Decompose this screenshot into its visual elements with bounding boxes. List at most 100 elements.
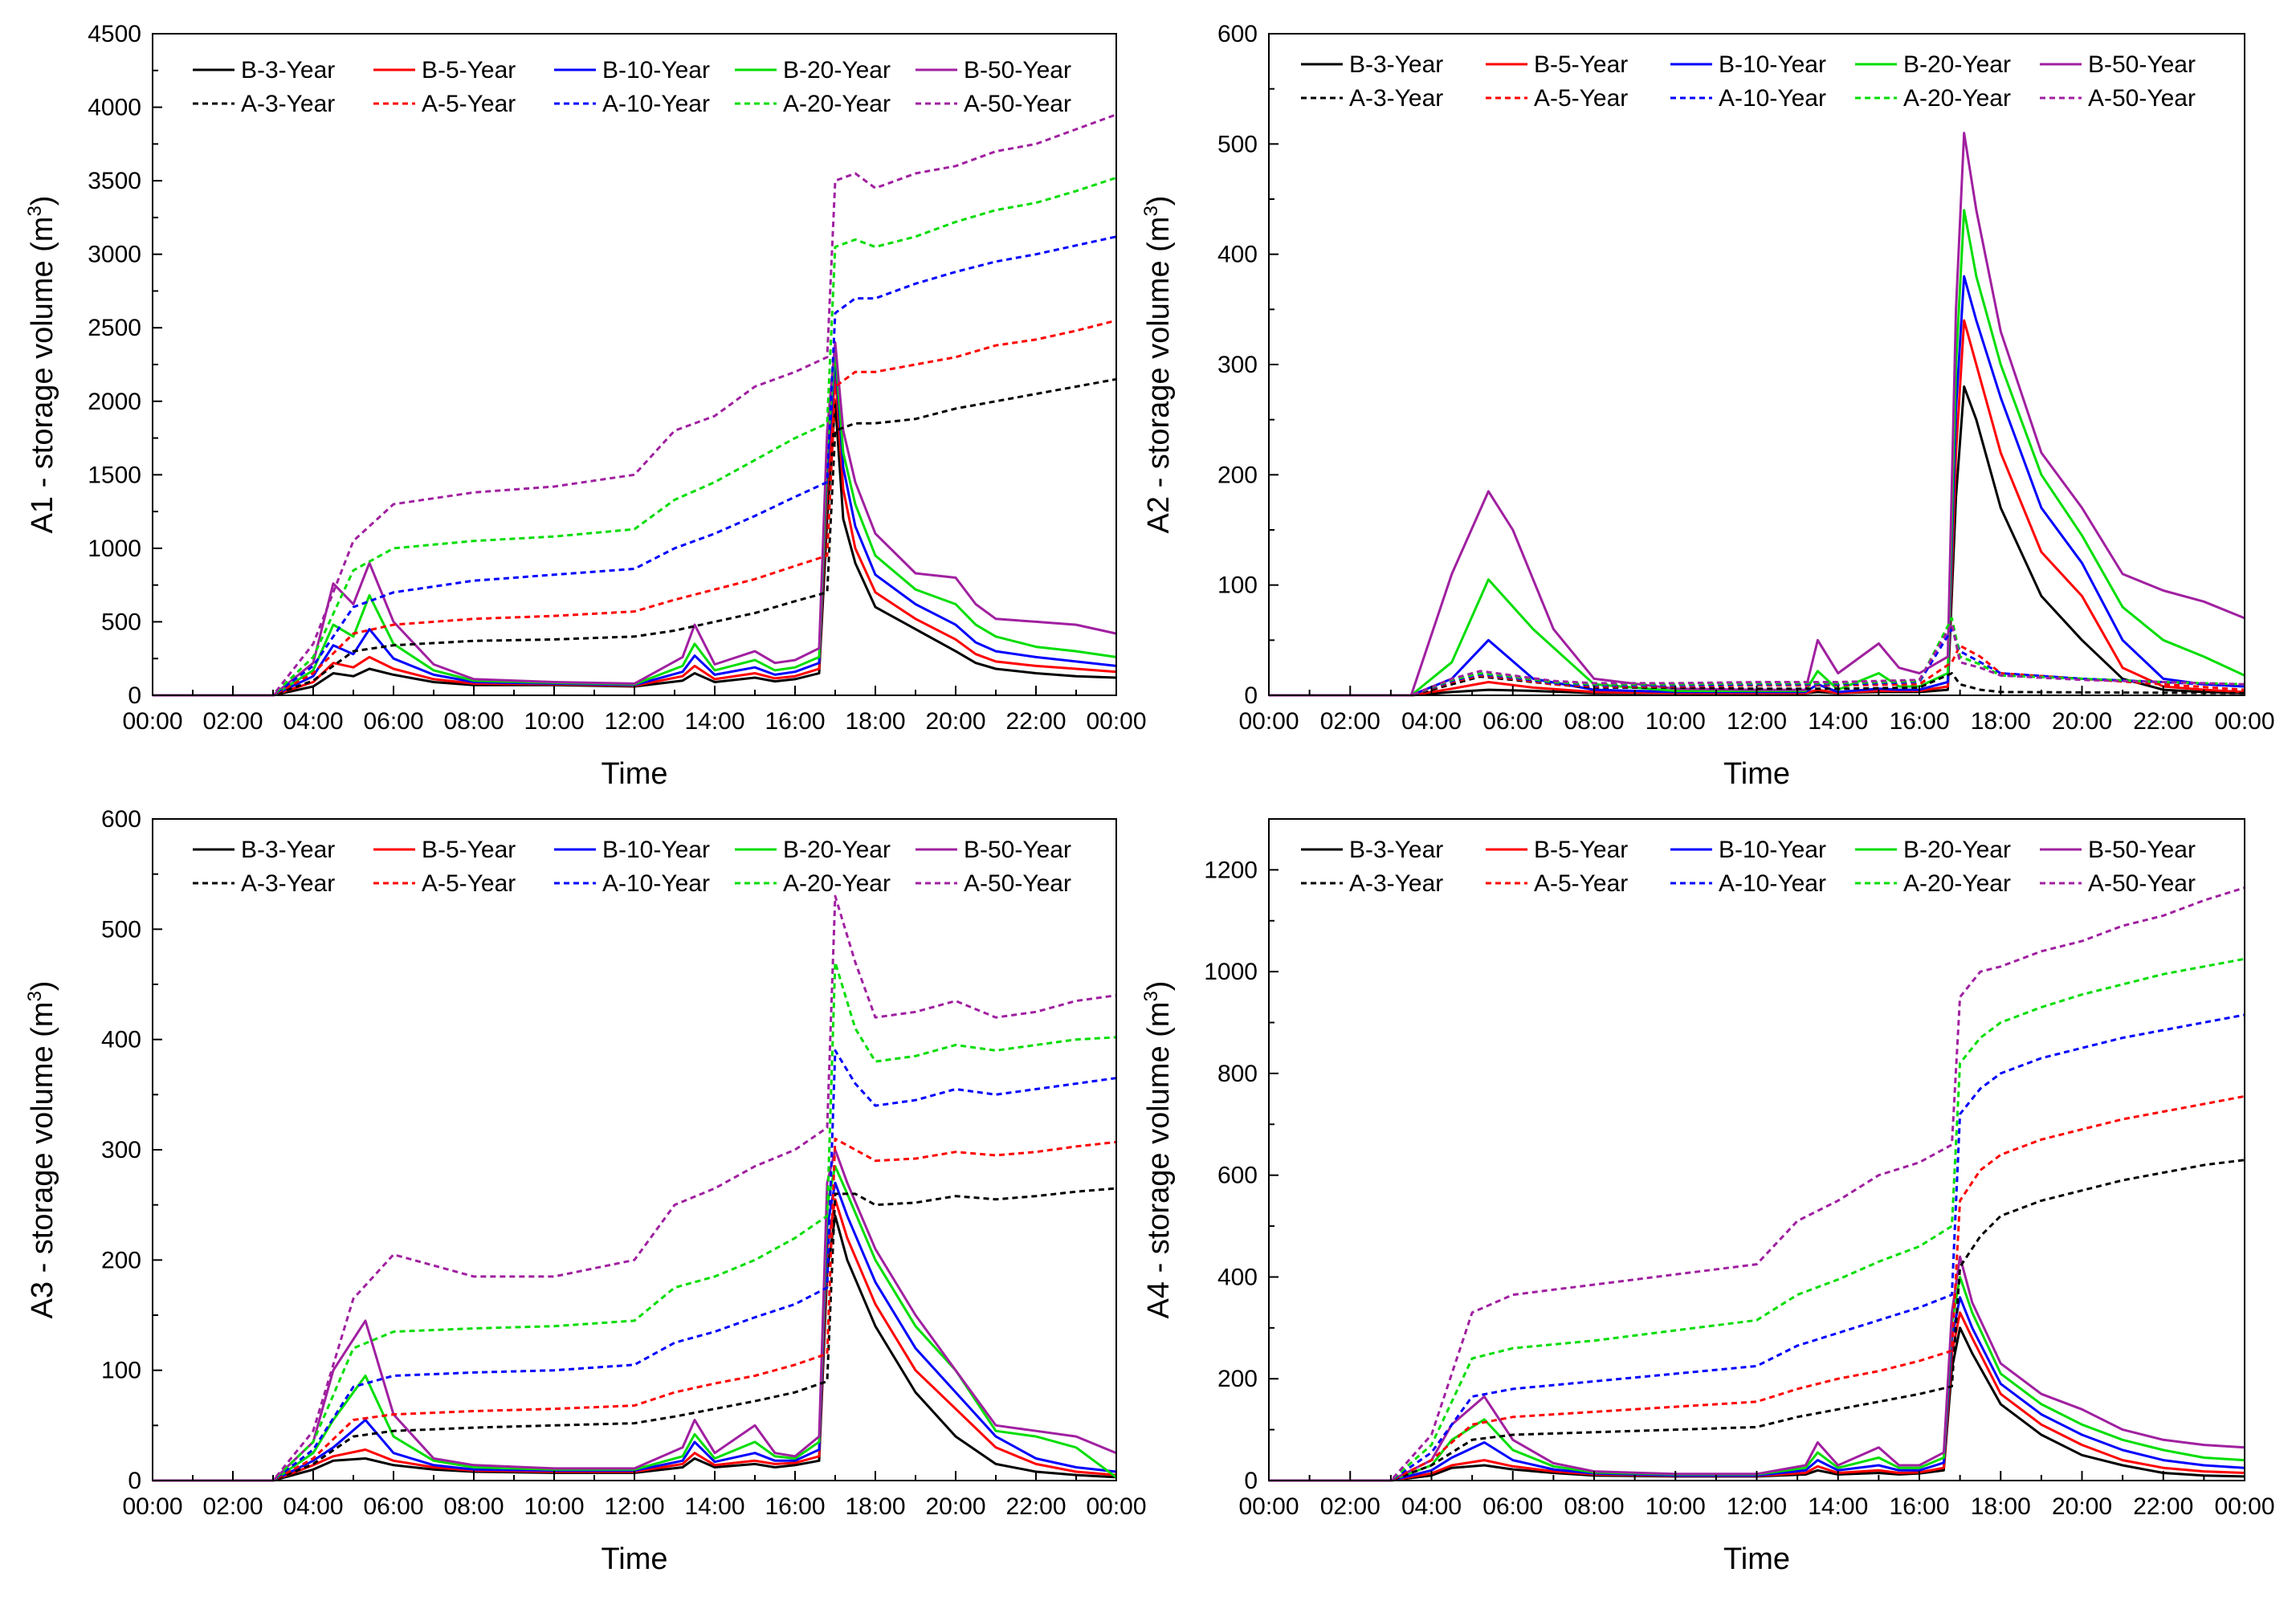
chart-a2-series-b-5-year [1269, 319, 2245, 697]
chart-a1: 0 500 1000 1500 2000 2500 3000 3500 4000 4500 00:0… [24, 21, 1147, 791]
chart-a4-series-a-10-year [1269, 1013, 2245, 1482]
chart-a3-series-b-20-year [153, 1165, 1117, 1482]
chart-a1-xtick-label: 18:00 [845, 708, 905, 735]
chart-a3-legend-label: B-50-Year [964, 837, 1071, 863]
chart-a2-series-b-50-year [1269, 132, 2245, 697]
chart-a2-legend-label: B-20-Year [1903, 51, 2011, 78]
chart-a3-axes-frame [152, 818, 1117, 1481]
chart-a1-ytick-label: 3500 [88, 168, 141, 194]
chart-a4-legend-label: B-3-Year [1349, 837, 1443, 863]
chart-a3-ytick-label: 600 [101, 806, 141, 833]
chart-a1-legend-label: A-5-Year [422, 91, 516, 117]
chart-a4-series-b-20-year [1269, 1276, 2245, 1482]
chart-a1-legend-label: A-3-Year [241, 91, 335, 117]
chart-a1-xtick-label: 00:00 [1086, 708, 1146, 735]
chart-a2-xtick-label: 16:00 [1889, 708, 1949, 735]
chart-a2-ytick-label: 200 [1217, 462, 1258, 488]
chart-a2-legend-label: B-3-Year [1349, 51, 1443, 78]
chart-a1-ytick-label: 2500 [88, 315, 141, 341]
chart-a4-ytick-label: 0 [1244, 1468, 1258, 1494]
chart-a4-ytick-label: 200 [1217, 1366, 1258, 1392]
chart-a3-ylabel: A3 - storage volume (m3) [24, 981, 59, 1319]
chart-a4-xtick-label: 14:00 [1808, 1493, 1868, 1520]
chart-a3-xtick-label: 12:00 [604, 1493, 664, 1520]
chart-a3-xtick-label: 00:00 [122, 1493, 182, 1520]
chart-a1-legend-label: A-10-Year [602, 91, 710, 117]
chart-a1-xtick-label: 06:00 [363, 708, 423, 735]
chart-a4-series-a-3-year [1269, 1159, 2245, 1482]
chart-a3-ytick-label: 0 [128, 1468, 141, 1494]
chart-a1-ytick-label: 1500 [88, 462, 141, 488]
chart-a1-ytick-label: 500 [101, 609, 141, 635]
chart-a4-series-a-20-year [1269, 957, 2245, 1482]
chart-a4-xtick-label: 22:00 [2133, 1493, 2193, 1520]
chart-a2-xtick-label: 02:00 [1320, 708, 1380, 735]
chart-a2-xtick-label: 22:00 [2133, 708, 2193, 735]
chart-a1-series-a-3-year [153, 377, 1117, 697]
chart-a3-legend-label: B-3-Year [241, 837, 335, 863]
chart-a3-xtick-label: 14:00 [684, 1493, 744, 1520]
chart-a1-ytick-label: 0 [128, 682, 141, 709]
chart-a2-legend-label: A-20-Year [1903, 85, 2011, 112]
chart-a4-xtick-label: 06:00 [1482, 1493, 1543, 1520]
chart-a2-legend-label: B-50-Year [2088, 51, 2196, 78]
chart-a4-legend-label: A-3-Year [1349, 870, 1443, 897]
chart-a1-series-b-5-year [153, 370, 1117, 697]
chart-a2-ylabel-sup: 3 [1140, 206, 1162, 216]
chart-a4-xtick-label: 10:00 [1646, 1493, 1706, 1520]
chart-a1-legend-label: B-20-Year [783, 57, 891, 84]
chart-a1-xtick-label: 22:00 [1005, 708, 1066, 735]
chart-a2-xtick-label: 08:00 [1564, 708, 1624, 735]
chart-a3-legend-label: A-5-Year [422, 870, 516, 897]
chart-a2-ytick-label: 100 [1217, 572, 1258, 599]
chart-a3-legend-label: A-3-Year [241, 870, 335, 897]
chart-a2-xtick-label: 12:00 [1727, 708, 1787, 735]
chart-a1-xlabel: Time [601, 757, 667, 791]
chart-a1-series-a-20-year [153, 176, 1117, 697]
chart-a4-legend-label: B-5-Year [1534, 837, 1628, 863]
chart-a1-legend-label: A-50-Year [964, 91, 1071, 117]
chart-a2-xtick-label: 06:00 [1482, 708, 1543, 735]
chart-a1-series-a-10-year [153, 235, 1117, 697]
chart-a3-ytick-label: 200 [101, 1247, 141, 1273]
chart-a2-xtick-label: 10:00 [1646, 708, 1706, 735]
chart-a1-legend-label: B-5-Year [422, 57, 516, 84]
chart-a2-xtick-label: 18:00 [1971, 708, 2031, 735]
chart-a4-legend-label: A-5-Year [1534, 870, 1628, 897]
chart-a1-series-a-50-year [153, 113, 1117, 697]
chart-a4-xtick-label: 18:00 [1971, 1493, 2031, 1520]
chart-a3-legend-label: B-20-Year [783, 837, 891, 863]
chart-a3-series-b-50-year [153, 1148, 1117, 1482]
chart-a1-ylabel: A1 - storage volume (m3) [24, 196, 59, 534]
chart-a4-series-b-3-year [1269, 1326, 2245, 1482]
chart-a2-series-a-50-year [1269, 622, 2245, 697]
chart-a4-legend-label: B-20-Year [1903, 837, 2011, 863]
chart-a1-ytick-label: 1000 [88, 536, 141, 562]
chart-a1-xtick-label: 00:00 [122, 708, 182, 735]
chart-a3-legend: B-3-Year B-5-Year B-10-Year B-20-Year B-50-Y… [193, 837, 1071, 897]
chart-a4-xtick-label: 12:00 [1727, 1493, 1787, 1520]
chart-a3-xtick-label: 22:00 [1005, 1493, 1066, 1520]
chart-a3-ylabel-main: A3 - storage volume (m [26, 1002, 59, 1319]
chart-a2-ytick-label: 500 [1217, 131, 1258, 157]
chart-a1-xtick-label: 02:00 [202, 708, 263, 735]
chart-a4-series-a-50-year [1269, 886, 2245, 1482]
chart-a3-legend-label: B-5-Year [422, 837, 516, 863]
chart-a3-xtick-label: 18:00 [845, 1493, 905, 1520]
chart-a4-ytick-label: 400 [1217, 1264, 1258, 1290]
chart-a2-series-b-10-year [1269, 275, 2245, 697]
chart-a4-legend-label: A-10-Year [1719, 870, 1826, 897]
chart-a1-xtick-label: 14:00 [684, 708, 744, 735]
chart-a4-xlabel: Time [1723, 1542, 1790, 1576]
chart-a3-xtick-label: 20:00 [925, 1493, 985, 1520]
chart-a2-xtick-label: 00:00 [2214, 708, 2274, 735]
chart-a3-legend-label: A-20-Year [783, 870, 891, 897]
chart-a1-ylabel-main: A1 - storage volume (m [26, 217, 59, 534]
chart-a1-ylabel-end: ) [26, 196, 59, 206]
chart-a3-series-a-3-year [153, 1187, 1117, 1482]
chart-a3-xtick-label: 00:00 [1086, 1493, 1146, 1520]
chart-a4-ytick-label: 600 [1217, 1163, 1258, 1189]
chart-a2-series-b-20-year [1269, 209, 2245, 697]
chart-a1-legend-label: B-50-Year [964, 57, 1071, 84]
chart-a1-ytick-label: 4500 [88, 21, 141, 47]
